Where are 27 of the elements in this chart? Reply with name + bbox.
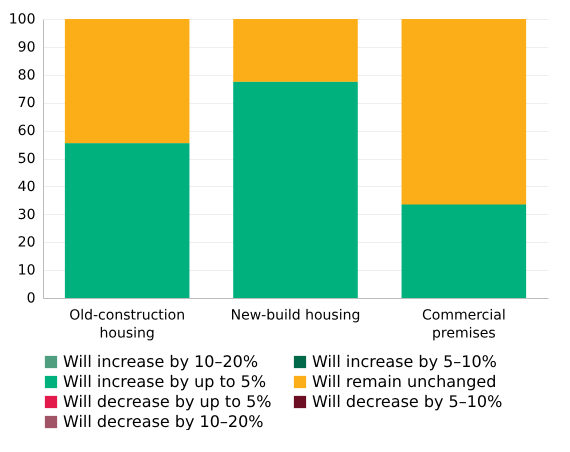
- bar: [402, 19, 526, 205]
- y-tick-label: 30: [18, 206, 36, 223]
- bar: [402, 204, 526, 298]
- legend-label: Will increase by 5–10%: [312, 352, 497, 371]
- bar: [233, 19, 358, 82]
- bar: [64, 143, 190, 298]
- bar: [233, 82, 358, 298]
- legend-label: Will increase by 10–20%: [63, 352, 258, 371]
- legend-label: Will decrease by 10–20%: [63, 412, 264, 431]
- x-tick-label: Commercial premises: [422, 308, 506, 342]
- y-tick-label: 20: [18, 234, 36, 251]
- legend-label: Will increase by up to 5%: [63, 372, 266, 391]
- y-tick-label: 50: [18, 151, 36, 167]
- y-tick-label: 60: [18, 123, 36, 140]
- legend-label: Will remain unchanged: [312, 372, 496, 391]
- y-tick-label: 80: [18, 67, 36, 84]
- x-tick-label: Old-construction housing: [69, 308, 186, 342]
- y-tick-label: 90: [18, 39, 36, 56]
- y-tick-label: 0: [26, 290, 36, 306]
- legend-label: Will decrease by up to 5%: [63, 392, 272, 411]
- x-tick-label: New-build housing: [230, 308, 360, 324]
- legend-label: Will decrease by 5–10%: [312, 392, 502, 411]
- bar: [64, 19, 190, 144]
- y-tick-label: 100: [8, 12, 36, 28]
- y-tick-label: 10: [18, 262, 36, 279]
- y-tick-label: 70: [18, 95, 36, 112]
- y-tick-label: 40: [18, 178, 36, 195]
